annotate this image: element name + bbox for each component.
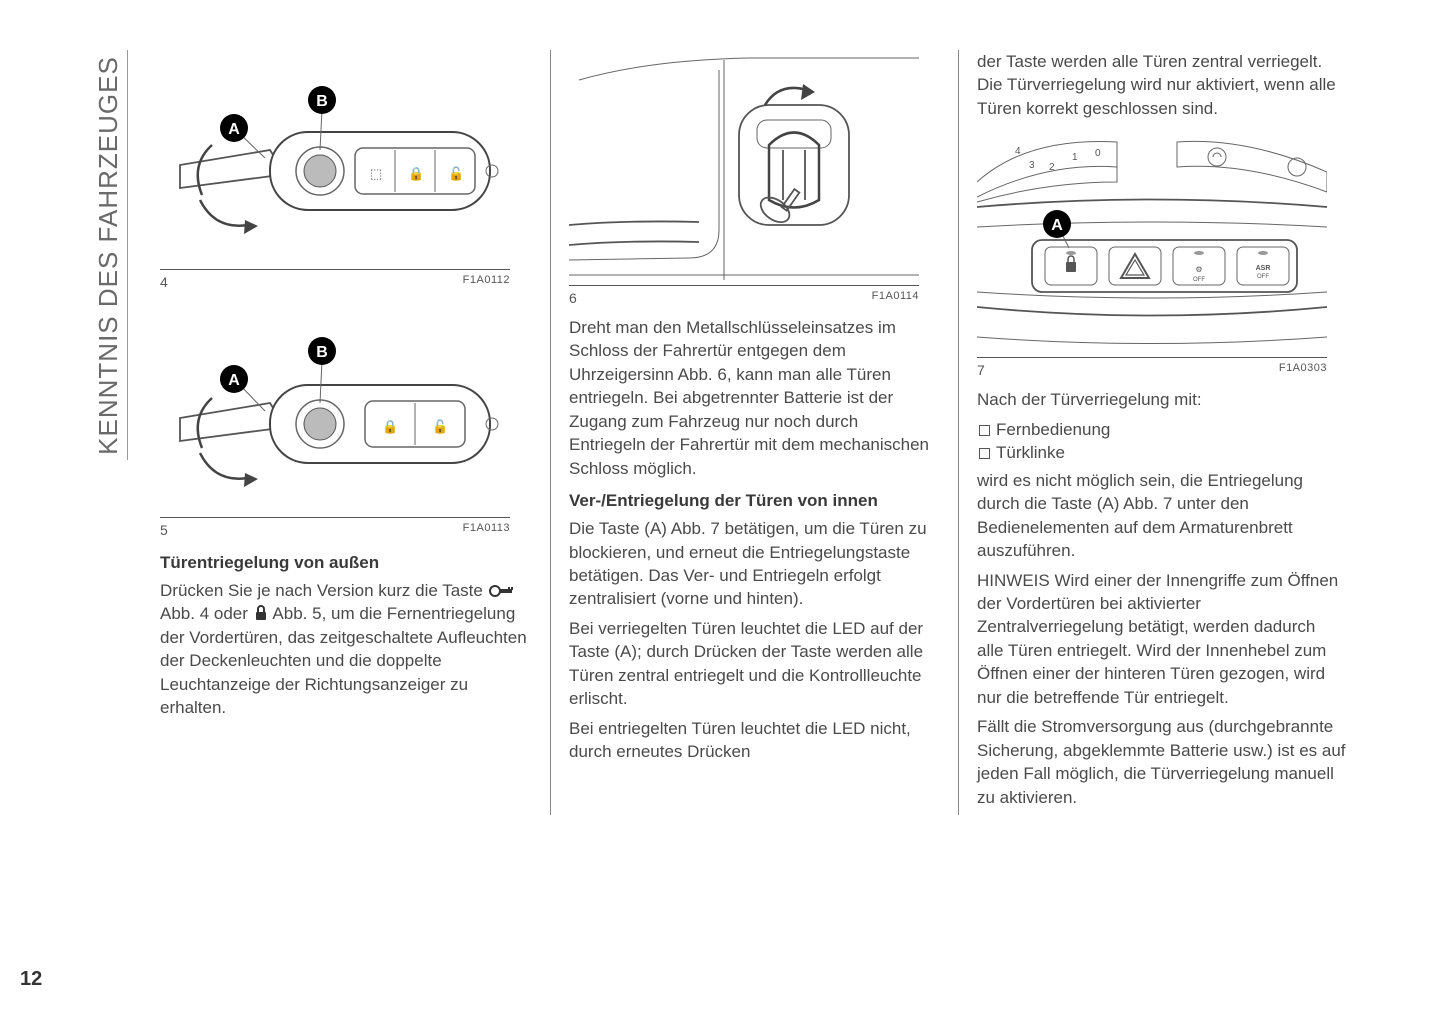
col3-p1: der Taste werden alle Türen zentral verr… (977, 50, 1346, 120)
column-3: der Taste werden alle Türen zentral verr… (958, 50, 1346, 815)
figure-6-caption: 6 F1A0114 (569, 290, 919, 306)
svg-text:⚙: ⚙ (1195, 265, 1202, 274)
figure-6 (569, 50, 919, 286)
lock-icon (253, 604, 269, 622)
col3-bullet-1: Fernbedienung (977, 418, 1346, 441)
svg-text:A: A (228, 372, 240, 389)
col2-p2: Die Taste (A) Abb. 7 betätigen, um die T… (569, 517, 938, 611)
figure-4-code: F1A0112 (463, 274, 510, 290)
figure-4-number: 4 (160, 274, 168, 290)
col2-p1: Dreht man den Metallschlüsseleinsatzes i… (569, 316, 938, 480)
col2-heading: Ver-/Entriegelung der Türen von innen (569, 490, 938, 513)
svg-text:0: 0 (1095, 148, 1101, 159)
bullet-box-icon (979, 425, 990, 436)
col3-p3: wird es nicht möglich sein, die Entriege… (977, 469, 1346, 563)
svg-text:⬚: ⬚ (370, 166, 382, 181)
figure-4-caption: 4 F1A0112 (160, 274, 510, 290)
key-icon (488, 583, 514, 599)
col3-bullet-2: Türklinke (977, 441, 1346, 464)
figure-7: 0 1 2 3 4 (977, 132, 1327, 358)
figure-5-svg: 🔒 🔓 A B (160, 308, 510, 514)
col2-p4: Bei entriegelten Türen leuchtet die LED … (569, 717, 938, 764)
svg-text:🔒: 🔒 (408, 166, 424, 181)
column-2: 6 F1A0114 Dreht man den Metallschlüssele… (550, 50, 938, 815)
section-tab-label: KENNTNIS DES FAHRZEUGES (93, 56, 124, 455)
figure-5-caption: 5 F1A0113 (160, 522, 510, 538)
col1-paragraph-1: Drücken Sie je nach Version kurz die Tas… (160, 579, 530, 720)
svg-text:3: 3 (1029, 160, 1035, 171)
figure-4: ⬚ 🔒 🔓 A (160, 50, 510, 270)
figure-5-code: F1A0113 (463, 522, 510, 538)
svg-text:4: 4 (1015, 146, 1021, 157)
figure-5: 🔒 🔓 A B (160, 308, 510, 518)
svg-text:🔓: 🔓 (448, 166, 464, 181)
figure-7-caption: 7 F1A0303 (977, 362, 1327, 378)
col1-p1b: Abb. 4 oder (160, 604, 253, 623)
svg-text:OFF: OFF (1257, 274, 1269, 280)
figure-6-svg (569, 50, 919, 282)
svg-text:A: A (228, 121, 240, 138)
figure-7-svg: 0 1 2 3 4 (977, 132, 1327, 354)
col2-p3: Bei verriegelten Türen leuchtet die LED … (569, 617, 938, 711)
svg-text:B: B (316, 344, 328, 361)
column-1: ⬚ 🔒 🔓 A (160, 50, 530, 815)
content-columns: ⬚ 🔒 🔓 A (160, 50, 1360, 815)
svg-text:A: A (1051, 217, 1063, 234)
svg-text:B: B (316, 93, 328, 110)
col1-p1a: Drücken Sie je nach Version kurz die Tas… (160, 581, 488, 600)
col3-p5: Fällt die Stromversorgung aus (durchgebr… (977, 715, 1346, 809)
svg-text:🔓: 🔓 (432, 419, 448, 434)
col3-p4: HINWEIS Wird einer der Innengriffe zum Ö… (977, 569, 1346, 710)
col1-heading: Türentriegelung von außen (160, 552, 530, 575)
page-number: 12 (20, 968, 42, 991)
svg-text:OFF: OFF (1193, 277, 1205, 283)
figure-4-svg: ⬚ 🔒 🔓 A (160, 50, 510, 266)
svg-text:2: 2 (1049, 162, 1055, 173)
figure-7-code: F1A0303 (1279, 362, 1327, 378)
figure-7-number: 7 (977, 362, 985, 378)
bullet-box-icon (979, 448, 990, 459)
figure-6-code: F1A0114 (872, 290, 919, 306)
col3-p2: Nach der Türverriegelung mit: (977, 388, 1346, 411)
svg-text:🔒: 🔒 (382, 419, 398, 434)
manual-page: KENNTNIS DES FAHRZEUGES ⬚ 🔒 🔓 (90, 50, 1370, 970)
figure-5-number: 5 (160, 522, 168, 538)
section-tab: KENNTNIS DES FAHRZEUGES (90, 50, 128, 460)
svg-text:1: 1 (1072, 152, 1078, 163)
figure-6-number: 6 (569, 290, 577, 306)
svg-text:ASR: ASR (1256, 265, 1271, 272)
